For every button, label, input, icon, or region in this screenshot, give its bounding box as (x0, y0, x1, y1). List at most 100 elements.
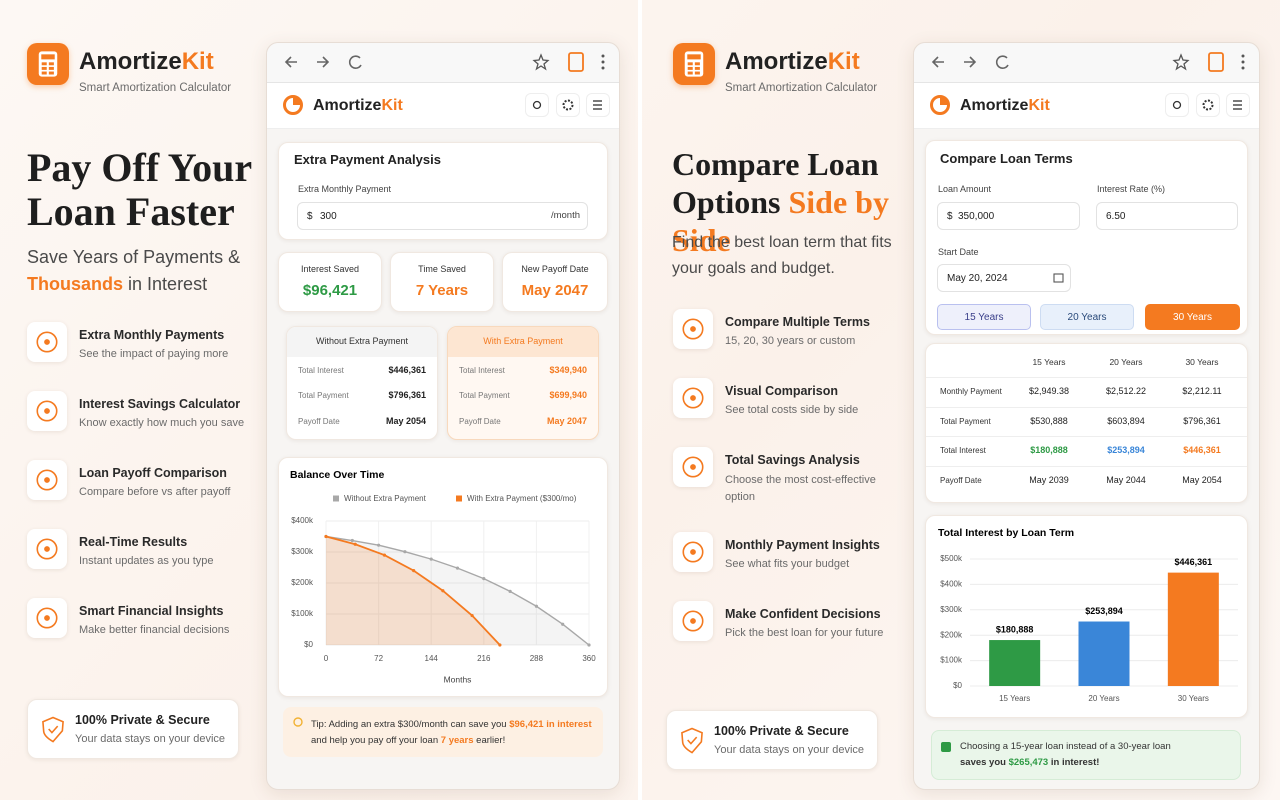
feature-icon (682, 456, 704, 478)
stat-card (278, 252, 382, 312)
subhead-part: Save Years of Payments & (27, 247, 241, 267)
x-axis-label: Months (444, 674, 472, 684)
legend-swatch (333, 495, 339, 502)
feature-desc: Know exactly how much you save (79, 416, 245, 429)
y-tick-label: $100k (940, 656, 963, 665)
theme-icon (1172, 100, 1182, 110)
legend-label: Without Extra Payment (344, 494, 427, 503)
card-title: Extra Payment Analysis (294, 151, 441, 167)
table-cell: $253,894 (1107, 445, 1145, 456)
feature-title: Visual Comparison (725, 383, 838, 398)
headline: Compare Loan Options Side by Side (672, 145, 912, 259)
date-input (937, 264, 1071, 292)
header-button (525, 93, 549, 117)
term-tab-label: 20 Years (1067, 311, 1107, 323)
feature-title: Extra Monthly Payments (79, 327, 225, 342)
reload-icon (995, 55, 1009, 69)
settings-icon (1202, 99, 1214, 111)
calendar-icon (1053, 273, 1064, 283)
point (350, 538, 354, 543)
comparison-row-label: Total Interest (298, 365, 344, 375)
icon-shape (687, 54, 701, 60)
savings-text: Choosing a 15-year loan instead of a 30-… (960, 739, 1230, 771)
chart: Total Interest by Loan Term $0 $100k $200k $… (938, 527, 1238, 703)
tagline: Smart Amortization Calculator (79, 81, 232, 94)
feature-icon (682, 387, 704, 409)
table-cell: $180,888 (1030, 445, 1068, 456)
icon-shape (44, 546, 50, 552)
feature-icon (36, 607, 58, 629)
feature-desc: Choose the most cost-effective option (725, 473, 876, 503)
bar (989, 640, 1041, 686)
nav-arrow (931, 56, 944, 68)
icon-shape (694, 71, 700, 75)
icon-shape (48, 725, 59, 734)
table-cell: $2,212.11 (1182, 386, 1222, 397)
app-brand-part: Amortize (960, 96, 1029, 114)
icon-shape (687, 62, 693, 66)
menu-dot (1241, 54, 1245, 58)
feature-title: Monthly Payment Insights (725, 537, 880, 552)
table-row-line (926, 436, 1247, 437)
icon-shape (682, 318, 704, 340)
x-tick-label: 0 (324, 654, 329, 663)
icon-shape (44, 615, 50, 621)
browser-controls (284, 52, 605, 72)
y-tick-label: $400k (291, 516, 314, 525)
comparison-row-value: May 2054 (385, 416, 426, 427)
point (587, 643, 591, 647)
savings-part: in interest! (1050, 757, 1100, 768)
icon-shape (36, 331, 58, 353)
icon-shape (36, 469, 58, 491)
loan-input (937, 202, 1080, 230)
bar-value-label: $180,888 (996, 624, 1034, 634)
menu-dot (601, 66, 605, 70)
icon-shape (682, 387, 704, 409)
icon-shape (41, 62, 47, 66)
chart-title: Total Interest by Loan Term (938, 527, 1074, 539)
feature-title: Interest Savings Calculator (79, 396, 241, 411)
app-brand: AmortizeKit (960, 96, 1050, 117)
comparison-row-value: $446,361 (388, 365, 426, 376)
input-unit: /month (550, 209, 580, 221)
browser-bar (914, 43, 1259, 83)
header-icons (1172, 99, 1242, 111)
tip-text: Tip: Adding an extra $300/month can save… (311, 717, 601, 749)
browser-bar (267, 43, 619, 83)
feature-desc: See total costs side by side (725, 403, 859, 416)
savings-check (941, 742, 951, 752)
tip-part: earlier! (476, 735, 506, 746)
rate-input (1096, 202, 1238, 230)
headline-highlight: Side by Side (672, 184, 889, 258)
x-tick-label: 20 Years (1088, 694, 1119, 703)
extension-icon (1208, 52, 1224, 72)
point (412, 569, 416, 573)
app-brand: AmortizeKit (313, 96, 403, 117)
feature-icon (36, 400, 58, 422)
tip-part: and help you pay off your loan (311, 735, 439, 746)
feature-icon (36, 469, 58, 491)
logo-icon (38, 51, 58, 77)
comparison-row-label: Total Payment (459, 390, 510, 400)
comparison-row-label: Total Interest (459, 365, 505, 375)
table-header: 15 Years (1032, 357, 1066, 368)
term-tab-label: 30 Years (1173, 311, 1212, 323)
field-label: Interest Rate (%) (1097, 184, 1166, 195)
comparison-title: With Extra Payment (483, 336, 563, 347)
input-value: May 20, 2024 (947, 272, 1008, 284)
star-icon (1172, 53, 1190, 71)
feature-title: Real-Time Results (79, 534, 188, 549)
comparison-header (287, 327, 437, 357)
feature-icon (36, 331, 58, 353)
app-logo (930, 95, 950, 115)
header-button (556, 93, 580, 117)
loan-terms-card (925, 140, 1248, 335)
point (429, 557, 433, 561)
icon-shape (690, 395, 696, 401)
point (324, 534, 328, 539)
headline: Pay Off Your Loan Faster (27, 145, 252, 234)
point (455, 566, 460, 570)
x-tick-label: 15 Years (999, 694, 1030, 703)
icon-shape (36, 538, 58, 560)
feature-title: Loan Payoff Comparison (79, 465, 227, 480)
